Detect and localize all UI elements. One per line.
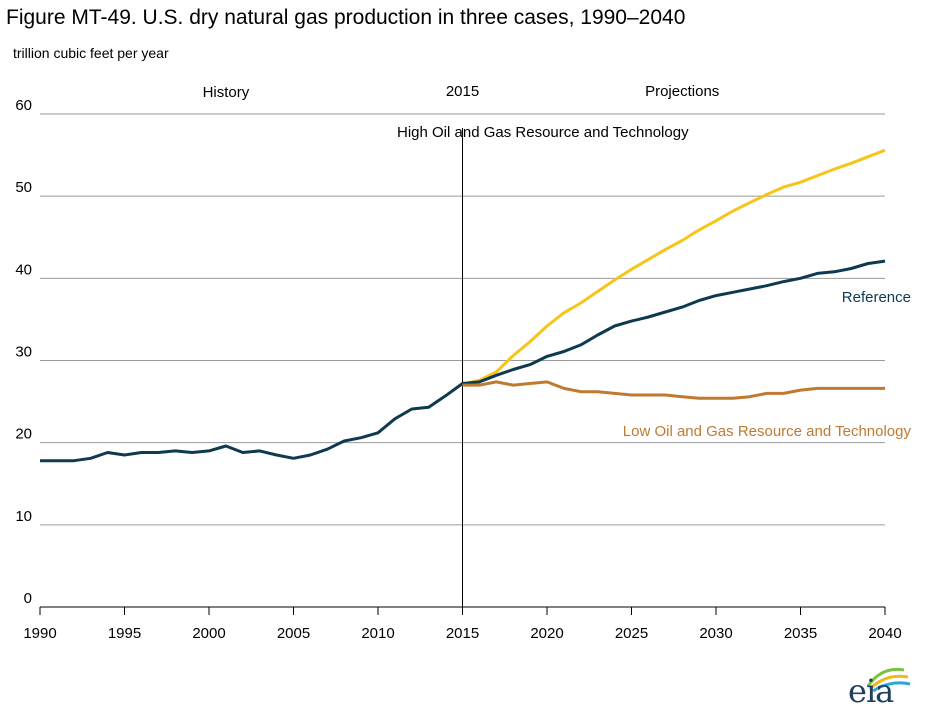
y-tick-label: 60 [15,97,32,114]
y-axis-unit-label: trillion cubic feet per year [13,45,169,61]
x-tick-label: 2010 [361,625,394,642]
series-line-high-resource [462,148,886,386]
y-tick-label: 40 [15,261,32,278]
y-tick-label: 0 [24,590,32,607]
divider-year-label: 2015 [446,83,479,100]
x-tick-label: 2040 [868,625,901,642]
series-label-low-resource: Low Oil and Gas Resource and Technology [623,423,912,440]
eia-logo: eia [846,662,914,710]
y-tick-label: 20 [15,426,32,443]
x-tick-label: 2000 [192,625,225,642]
x-tick-label: 2020 [530,625,563,642]
x-tick-label: 2035 [784,625,817,642]
y-axis-ticks: 0 10 20 30 40 50 60 [15,97,32,607]
x-tick-label: 1995 [108,625,141,642]
series-line-low-resource [462,380,885,400]
x-tick-label: 1990 [23,625,56,642]
eia-logo-text: eia [848,672,894,710]
x-axis: 1990 1995 2000 2005 2010 2015 2020 2025 2030 2035… [23,606,902,642]
chart-title: Figure MT-49. U.S. dry natural gas produ… [6,6,686,29]
x-tick-label: 2015 [446,625,479,642]
series-line-reference [40,259,886,463]
series-label-high-resource: High Oil and Gas Resource and Technology [397,124,689,141]
eia-logo-swoosh-icon [866,667,911,692]
x-tick-label: 2030 [699,625,732,642]
x-tick-label: 2025 [615,625,648,642]
series-label-reference: Reference [842,289,911,306]
y-tick-label: 50 [15,179,32,196]
x-tick-label: 2005 [277,625,310,642]
y-tick-label: 10 [15,508,32,525]
series-lines [40,148,886,463]
projections-region-label: Projections [645,83,719,100]
history-region-label: History [203,84,250,101]
y-tick-label: 30 [15,344,32,361]
